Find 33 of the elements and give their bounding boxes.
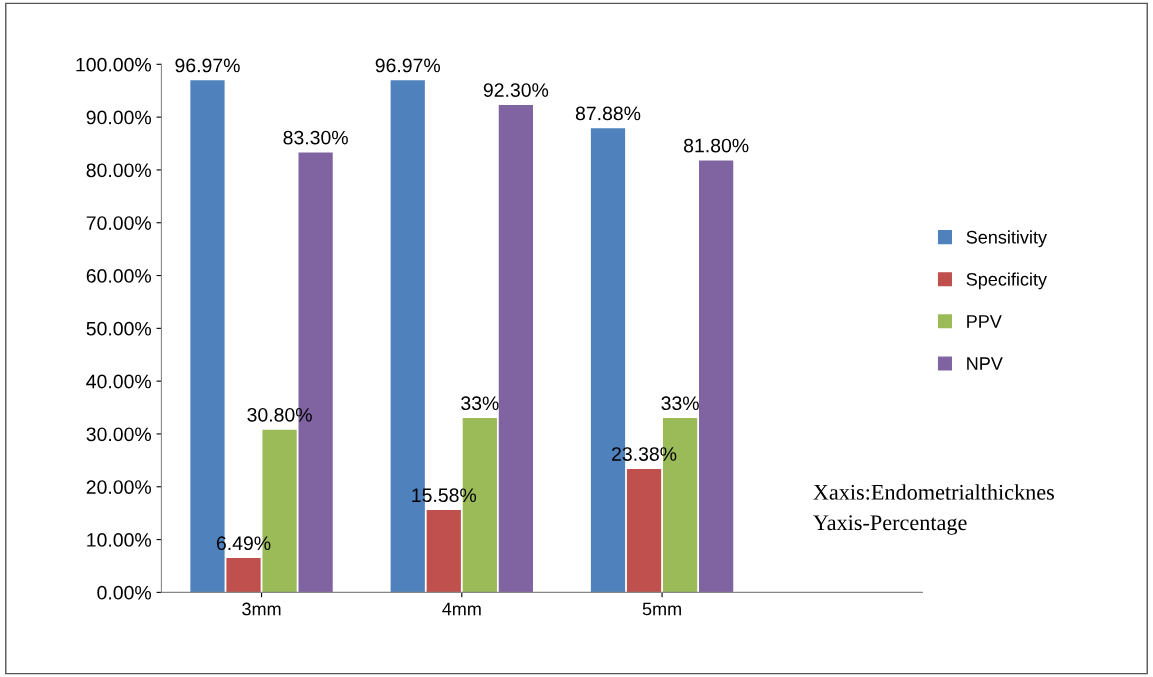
x-tick-label: 4mm: [442, 602, 481, 616]
data-label: 33%: [661, 396, 699, 411]
y-tick-label: 90.00%: [86, 110, 152, 125]
y-tick-label: 50.00%: [86, 321, 152, 336]
x-tick-label: 5mm: [642, 602, 681, 616]
bar: [626, 468, 662, 593]
data-label: 33%: [461, 396, 499, 411]
x-tick-label: 3mm: [242, 602, 281, 616]
y-tick-label: 40.00%: [86, 374, 152, 389]
data-label: 92.30%: [483, 83, 549, 97]
y-tick-label: 30.00%: [86, 427, 152, 442]
bar: [699, 160, 734, 593]
annotation: Yaxis-Percentage: [813, 515, 967, 535]
data-label: 96.97%: [175, 58, 240, 73]
data-label: 87.88%: [575, 106, 641, 121]
legend-label: Specificity: [966, 272, 1047, 290]
y-tick-label: 70.00%: [86, 216, 152, 230]
annotation: Xaxis:Endometrialthicknes: [813, 484, 1054, 500]
y-tick-label: 20.00%: [86, 480, 152, 494]
y-tick-label: 100.00%: [76, 57, 152, 72]
bar: [226, 558, 261, 593]
y-tick-label: 10.00%: [87, 533, 152, 547]
data-label: 96.97%: [375, 58, 441, 73]
data-label: 81.80%: [684, 138, 749, 153]
y-tick-label: 0.00%: [97, 585, 152, 600]
y-tick-label: 60.00%: [86, 269, 152, 283]
bar: [426, 510, 461, 593]
bar: [498, 104, 533, 593]
legend-label: Sensitivity: [966, 230, 1047, 248]
legend-label: NPV: [967, 357, 1003, 370]
y-tick-label: 80.00%: [86, 163, 152, 178]
legend-label: PPV: [967, 315, 1002, 328]
data-label: 83.30%: [283, 130, 348, 145]
